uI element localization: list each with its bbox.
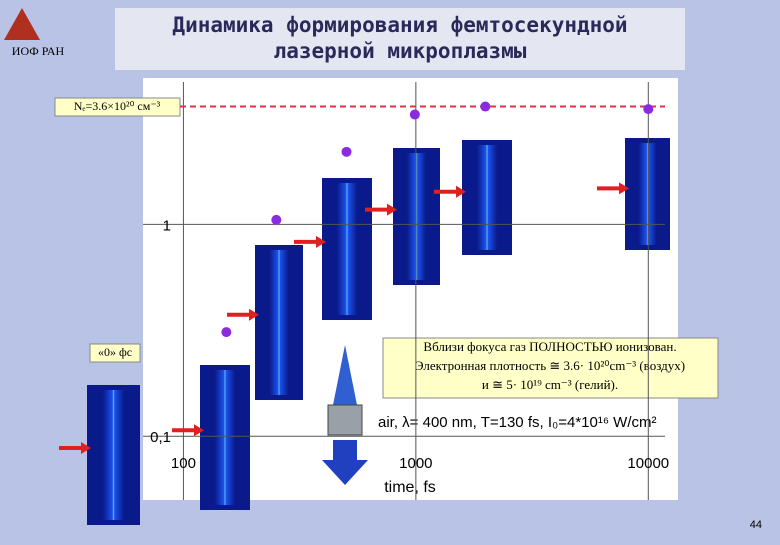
plasma-images <box>59 138 670 525</box>
red-arrow <box>434 185 466 198</box>
lens-holder <box>327 404 363 436</box>
data-point <box>480 101 491 112</box>
x-tick-label: 10000 <box>627 455 669 472</box>
x-tick-label: 100 <box>171 455 196 472</box>
plasma-streak <box>102 390 125 520</box>
red-arrow <box>294 235 326 248</box>
x-tick-label: 1000 <box>399 455 432 472</box>
logo-icon <box>4 8 40 40</box>
plasma-streak <box>638 143 657 245</box>
red-arrow <box>59 442 91 454</box>
data-point <box>409 109 420 120</box>
focusing-optics <box>322 345 368 485</box>
red-arrow <box>365 203 397 216</box>
note-box <box>382 337 719 399</box>
beam-arrow <box>322 440 368 485</box>
red-arrow <box>597 182 629 195</box>
title-box <box>115 8 685 70</box>
conditions: air, λ= 400 nm, T=130 fs, I₀=4*10¹⁶ W/cm… <box>378 414 657 431</box>
page-number: 44 <box>750 519 762 531</box>
title: лазерной микроплазмы <box>274 39 527 63</box>
plasma-streak <box>337 183 357 315</box>
zero-box <box>89 343 141 363</box>
reference-label: Nₑ=3.6×10²⁰ см⁻³ <box>74 99 161 113</box>
data-point <box>341 146 352 157</box>
plasma-streak <box>407 153 426 280</box>
y-tick-label: 1 <box>163 217 171 234</box>
note: Электронная плотность ≅ 3.6· 10²⁰cm⁻³ (в… <box>415 358 685 373</box>
data-point <box>271 214 282 225</box>
logo: ИОФ РАН <box>4 8 65 58</box>
red-arrow <box>227 308 259 321</box>
plasma-streak <box>215 370 235 505</box>
x-axis-label: time, fs <box>384 479 436 496</box>
beam-cone <box>333 345 357 405</box>
chart: 100 1000 10000 0,1 1 <box>143 82 669 500</box>
data-point <box>221 327 232 338</box>
red-arrow <box>172 424 204 437</box>
plasma-streak <box>269 250 289 395</box>
y-tick-label: 0,1 <box>150 429 171 446</box>
logo-text: ИОФ РАН <box>12 44 65 58</box>
plasma-streak <box>477 145 497 250</box>
note: и ≅ 5· 10¹⁹ cm⁻³ (гелий). <box>482 377 618 392</box>
note: Вблизи фокуса газ ПОЛНОСТЬЮ ионизован. <box>423 339 676 354</box>
zero-label: «0» фс <box>98 345 132 359</box>
title: Динамика формирования фемтосекундной <box>172 13 627 37</box>
data-point <box>643 104 654 115</box>
